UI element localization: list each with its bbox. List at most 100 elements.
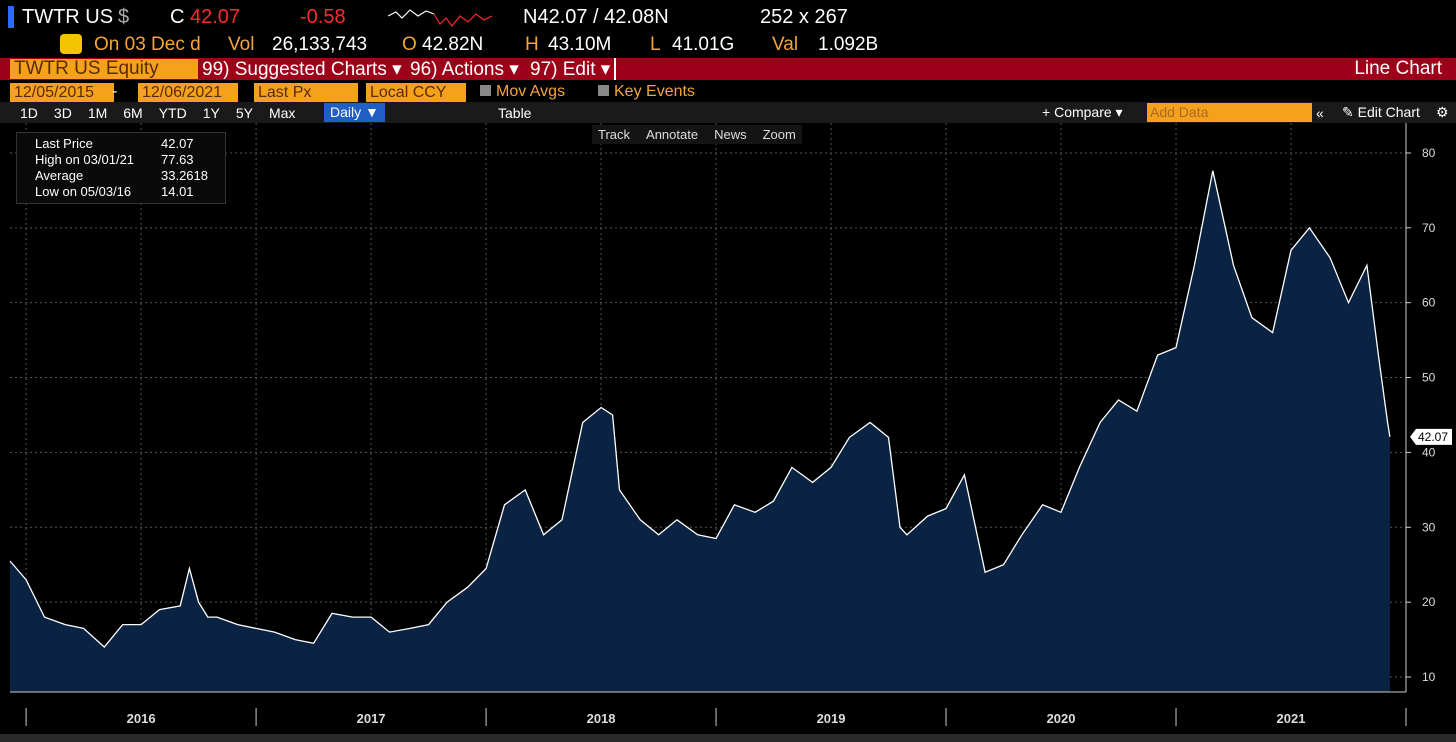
val: 1.092B [818,34,879,55]
x-tick-label: 2016 [127,711,156,726]
collapse[interactable]: « [1316,104,1324,121]
menu-item[interactable]: 99) Suggested Charts ▾ [202,58,402,80]
change: -0.58 [300,5,346,28]
toolbar: 1D 3D 1M 6M YTD 1Y 5Y Max Daily ▼ Table + Compa… [0,102,1456,123]
menu-item[interactable]: 97) Edit ▾ [530,58,611,80]
legend-item: Average 33.2618 [21,168,221,184]
legend-item: Last Price 42.07 [21,136,221,152]
legend-item: High on 03/01/21 77.63 [21,152,221,168]
low-label: L [650,34,661,55]
x-tick-label: 2019 [817,711,846,726]
y-tick-label: 70 [1422,221,1436,235]
legend-value: 33.2618 [161,168,208,183]
period-button[interactable]: 1M [87,104,108,121]
vol-label: Vol [228,34,255,55]
period-button[interactable]: YTD [158,104,187,121]
sparkline [388,9,493,27]
divider [614,58,616,80]
legend-label: Low on 05/03/16 [35,184,132,199]
frequency-text: Daily [330,104,362,120]
y-tick-label: 30 [1422,520,1436,534]
alert-icon [60,34,82,54]
ticker: TWTR US [22,5,114,28]
x-tick-label: 2017 [357,711,386,726]
x-tick-label: 2021 [1277,711,1306,726]
mov-avgs-text: Mov Avgs [496,83,566,100]
last-value-tag [1410,428,1452,445]
val-label: Val [772,34,799,55]
open-label: O [402,34,417,55]
legend-item: Low on 05/03/16 14.01 [21,184,221,200]
chart-tools: Track Annotate News Zoom [592,125,802,144]
area [10,170,1390,692]
chart-tool[interactable]: Annotate [646,127,699,142]
menu-text: 96) Actions [410,58,504,80]
settings-gear[interactable]: ⚙ [1436,104,1449,120]
last-price: 42.07 [190,5,241,28]
period-button[interactable]: 5Y [235,104,253,121]
chart-tool[interactable]: Zoom [762,127,796,142]
menu-text: 99) Suggested Charts [202,58,387,80]
chart-tool[interactable]: News [714,127,747,142]
period-button[interactable]: 1Y [202,104,220,121]
menu-text: 97) Edit [530,58,596,80]
legend-label: Last Price [35,136,93,151]
y-tick-label: 20 [1422,595,1436,609]
quote-date: On 03 Dec d [94,34,201,55]
key-events-text: Key Events [614,83,695,100]
mov-avgs[interactable]: Mov Avgs [480,83,565,101]
frequency[interactable]: Daily ▼ [324,103,385,122]
field[interactable]: Last Px [254,82,358,102]
quote-row: On 03 Dec d Vol 26,133,743 O 42.82N H 43… [0,32,1456,58]
open: 42.82N [422,34,484,55]
y-tick-label: 60 [1422,296,1436,310]
currency: $ [118,5,130,28]
size: 252 x 267 [760,5,848,28]
y-tick-label: 10 [1422,670,1436,684]
compare-button[interactable]: + Compare ▾ [1042,104,1123,120]
x-tick-label: 2018 [587,711,616,726]
settings-row: 12/05/2015 - 12/06/2021 Last Px Local CC… [0,82,1456,102]
high: 43.10M [548,34,612,55]
ccy[interactable]: Local CCY [366,82,466,102]
low: 41.01G [672,34,735,55]
legend-value: 14.01 [161,184,194,199]
legend-label: High on 03/01/21 [35,152,135,167]
compare-text: Compare [1054,104,1112,120]
period-button[interactable]: Max [268,104,296,121]
legend: Last Price 42.07 High on 03/01/21 77.63 Aver… [16,132,226,204]
period-button[interactable]: 6M [123,104,143,121]
y-tick-label: 40 [1422,445,1436,459]
y-tick-label: 50 [1422,371,1436,385]
marker [8,6,14,28]
status-bar [0,734,1456,742]
header-row: TWTR US $ C 42.07 -0.58 N42.07 / 42.08N … [0,4,1456,30]
menu-bar: TWTR US Equity 99) Suggested Charts ▾ 96… [0,58,1456,80]
x-tick-label: 2020 [1047,711,1076,726]
edit-chart-text: Edit Chart [1357,104,1420,120]
end-date[interactable]: 12/06/2021 [138,82,238,102]
y-tick-label: 80 [1422,146,1436,160]
key-events[interactable]: Key Events [598,83,695,101]
table-button[interactable]: Table [498,104,532,121]
menu-item[interactable]: 96) Actions ▾ [410,58,519,80]
bid-ask: N42.07 / 42.08N [523,5,669,28]
security-box[interactable]: TWTR US Equity [10,59,198,79]
close-label: C [170,5,185,28]
legend-value: 77.63 [161,152,194,167]
period-button[interactable]: 1D [20,104,38,121]
last-value-label: 42.07 [1418,430,1448,444]
high-label: H [525,34,539,55]
legend-value: 42.07 [161,136,194,151]
edit-chart[interactable]: ✎ Edit Chart [1342,104,1420,120]
chart-tool[interactable]: Track [598,127,631,142]
price-line [9,170,1391,648]
add-data[interactable]: Add Data [1147,103,1312,122]
vol: 26,133,743 [272,34,368,55]
period-button[interactable]: 3D [53,104,72,121]
periods: 1D 3D 1M 6M YTD 1Y 5Y Max [12,105,303,121]
start-date[interactable]: 12/05/2015 [10,82,114,102]
dash: - [112,83,118,100]
